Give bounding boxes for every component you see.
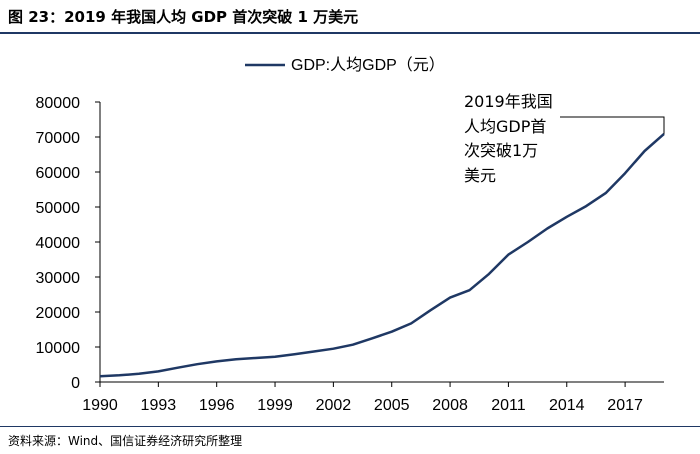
- x-axis: 1990 1993 1996 1999 2002 2005 2008 2011 2014 2017: [82, 381, 664, 414]
- top-rule: [0, 32, 700, 34]
- x-tick-label: 2002: [316, 397, 352, 414]
- y-tick-label: 50000: [36, 200, 81, 217]
- x-tick-label: 2008: [432, 397, 468, 414]
- annotation-leader-line: [560, 116, 665, 134]
- y-axis: 0 10000 20000 30000 40000 50000 60000 70000 8000…: [36, 95, 101, 392]
- y-tick-label: 20000: [36, 305, 81, 322]
- source-note: 资料来源：Wind、国信证券经济研究所整理: [8, 434, 243, 448]
- legend-label: GDP:人均GDP（元）: [291, 56, 445, 74]
- x-tick-label: 2005: [374, 397, 410, 414]
- bottom-rule: [0, 426, 700, 427]
- x-tick-label: 2014: [549, 397, 585, 414]
- y-tick-label: 0: [71, 375, 80, 392]
- y-tick-label: 70000: [36, 130, 81, 147]
- x-tick-label: 2011: [491, 397, 526, 414]
- y-tick-label: 30000: [36, 270, 81, 287]
- annotation: 2019年我国 人均GDP首 次突破1万 美元: [464, 92, 665, 185]
- x-tick-label: 1990: [82, 397, 118, 414]
- annotation-line-1: 2019年我国: [464, 92, 553, 111]
- figure-title: 图 23：2019 年我国人均 GDP 首次突破 1 万美元: [8, 8, 359, 26]
- annotation-line-3: 次突破1万: [464, 141, 538, 160]
- y-tick-label: 40000: [36, 235, 81, 252]
- series-layer: [99, 132, 665, 378]
- x-tick-label: 2017: [607, 397, 643, 414]
- x-tick-label: 1999: [257, 397, 293, 414]
- annotation-line-4: 美元: [464, 166, 496, 185]
- y-tick-label: 10000: [36, 340, 81, 357]
- series-line: [99, 132, 665, 378]
- x-tick-label: 1993: [141, 397, 177, 414]
- y-tick-label: 60000: [36, 165, 81, 182]
- legend: GDP:人均GDP（元）: [245, 56, 445, 74]
- x-tick-label: 1996: [199, 397, 235, 414]
- y-tick-label: 80000: [36, 95, 81, 112]
- annotation-line-2: 人均GDP首: [464, 117, 546, 136]
